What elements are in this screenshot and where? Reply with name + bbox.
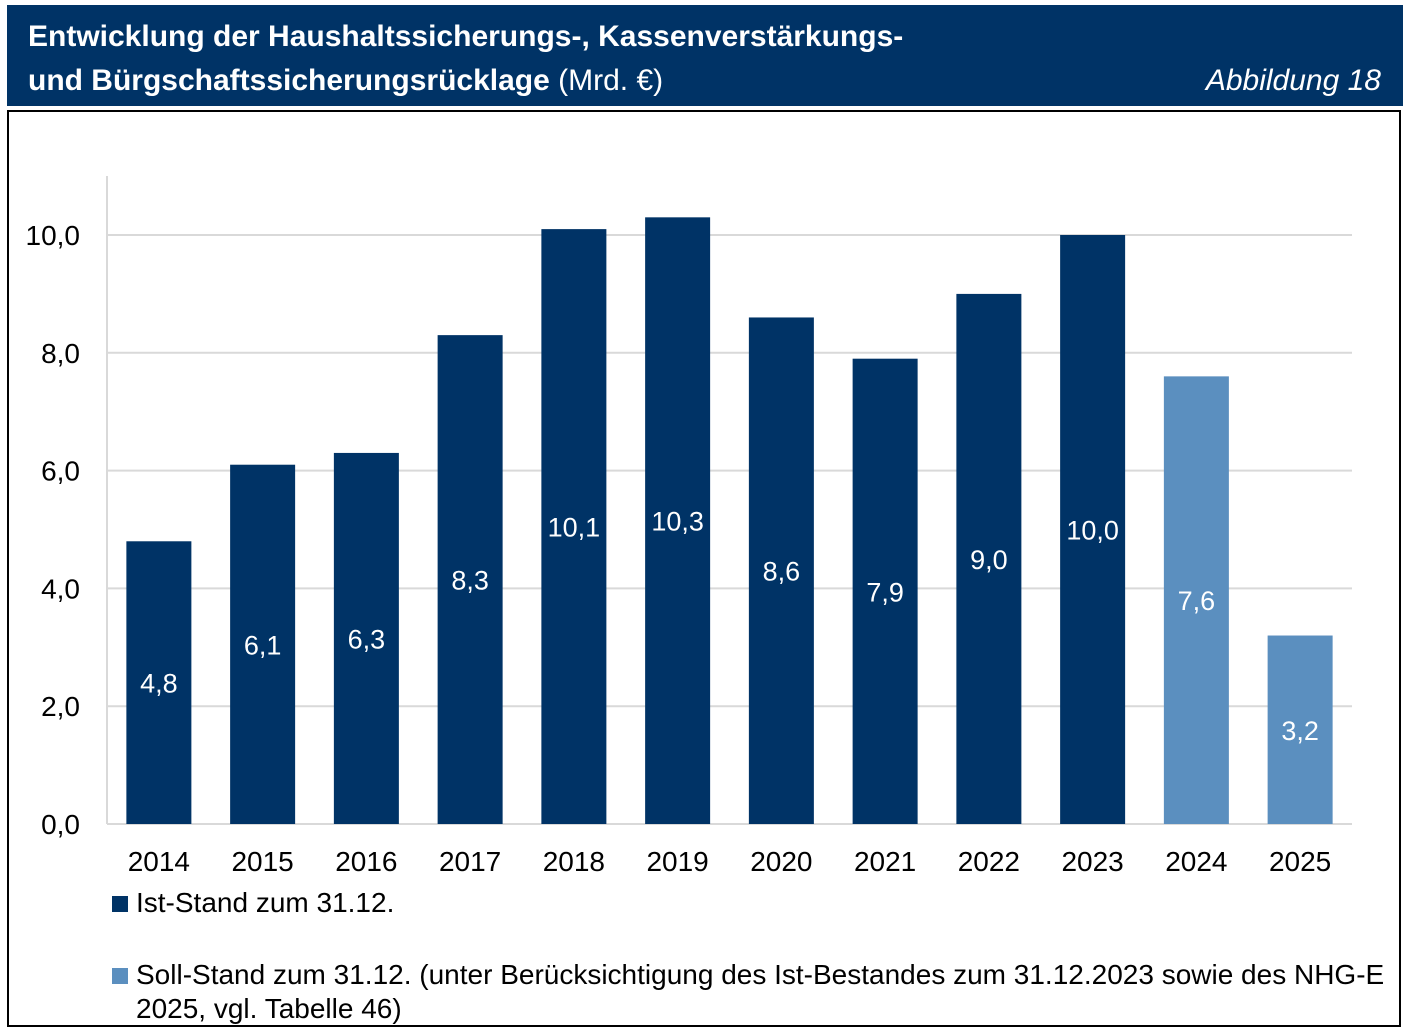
bar-2015 (230, 464, 296, 824)
legend-swatch-ist (112, 896, 128, 912)
chart-title-unit: (Mrd. €) (549, 64, 664, 97)
chart-frame (7, 110, 1401, 1027)
y-tick-label: 10,0 (26, 220, 81, 251)
x-tick-label-2023: 2023 (1061, 846, 1123, 877)
legend-swatch-soll (112, 968, 128, 984)
x-tick-label-2015: 2015 (231, 846, 293, 877)
x-tick-label-2016: 2016 (335, 846, 397, 877)
data-label-2020: 8,6 (763, 557, 801, 587)
chart-title-line2-bold: und Bürgschaftssicherungsrücklage (28, 64, 550, 97)
data-label-2023: 10,0 (1066, 516, 1119, 546)
legend-label-ist: Ist-Stand zum 31.12. (136, 887, 395, 918)
chart-header: Entwicklung der Haushaltssicherungs-, Ka… (7, 5, 1403, 106)
data-label-2016: 6,3 (348, 624, 386, 654)
y-tick-label: 4,0 (41, 573, 80, 604)
x-tick-label-2017: 2017 (439, 846, 501, 877)
y-tick-label: 2,0 (41, 691, 80, 722)
bar-2017 (437, 335, 503, 824)
x-tick-label-2014: 2014 (128, 846, 190, 877)
x-tick-label-2024: 2024 (1165, 846, 1227, 877)
data-label-2022: 9,0 (970, 545, 1008, 575)
y-tick-label: 8,0 (41, 338, 80, 369)
data-label-2018: 10,1 (548, 513, 601, 543)
y-tick-label: 0,0 (41, 809, 80, 840)
data-label-2024: 7,6 (1178, 586, 1216, 616)
bar-2014 (126, 541, 192, 824)
chart-title-line2: und Bürgschaftssicherungsrücklage (Mrd. … (28, 64, 663, 98)
bar-2023 (1060, 235, 1126, 824)
bar-2022 (956, 293, 1022, 824)
data-label-2025: 3,2 (1281, 716, 1319, 746)
x-tick-label-2025: 2025 (1269, 846, 1331, 877)
data-label-2015: 6,1 (244, 630, 282, 660)
bar-2025 (1267, 635, 1333, 824)
legend-label-soll: Soll-Stand zum 31.12. (unter Berücksicht… (136, 959, 1385, 1024)
bar-2021 (852, 358, 918, 824)
data-label-2014: 4,8 (140, 669, 178, 699)
y-tick-label: 6,0 (41, 456, 80, 487)
bar-2020 (748, 317, 814, 824)
data-label-2019: 10,3 (651, 507, 704, 537)
data-label-2017: 8,3 (451, 566, 489, 596)
bar-2016 (333, 452, 399, 824)
x-tick-label-2022: 2022 (958, 846, 1020, 877)
bar-2018 (541, 229, 607, 825)
x-tick-label-2019: 2019 (646, 846, 708, 877)
x-tick-label-2018: 2018 (543, 846, 605, 877)
x-tick-label-2020: 2020 (750, 846, 812, 877)
bar-2024 (1163, 376, 1229, 824)
bar-2019 (645, 217, 711, 824)
x-tick-label-2021: 2021 (854, 846, 916, 877)
figure-label: Abbildung 18 (1205, 64, 1381, 97)
data-label-2021: 7,9 (866, 577, 904, 607)
chart-title-line1: Entwicklung der Haushaltssicherungs-, Ka… (28, 20, 904, 53)
